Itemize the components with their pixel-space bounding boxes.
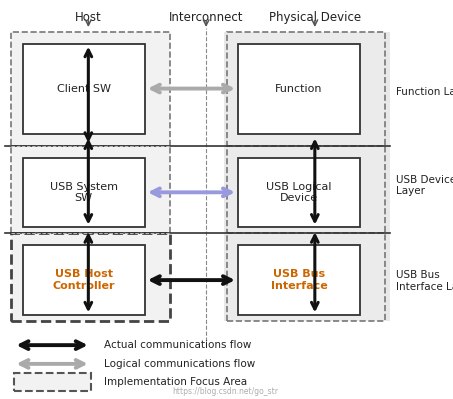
Bar: [11, 146, 170, 233]
Bar: [238, 245, 360, 315]
Text: Interconnect: Interconnect: [169, 12, 243, 24]
Text: https://blog.csdn.net/go_str: https://blog.csdn.net/go_str: [172, 387, 278, 396]
Text: USB Bus
Interface: USB Bus Interface: [270, 269, 328, 291]
Text: USB Host
Controller: USB Host Controller: [53, 269, 115, 291]
Bar: [11, 233, 170, 321]
Bar: [224, 32, 390, 146]
Bar: [238, 44, 360, 134]
Bar: [226, 146, 385, 233]
Text: Implementation Focus Area: Implementation Focus Area: [104, 377, 247, 387]
Bar: [224, 233, 390, 321]
Bar: [238, 158, 360, 227]
Bar: [23, 44, 145, 134]
Bar: [14, 373, 91, 391]
Text: USB Device
Layer: USB Device Layer: [396, 175, 453, 196]
Bar: [226, 32, 385, 146]
Text: Actual communications flow: Actual communications flow: [104, 340, 251, 350]
Text: Client SW: Client SW: [57, 83, 111, 94]
Text: Physical Device: Physical Device: [269, 12, 361, 24]
Text: USB Bus
Interface Layer: USB Bus Interface Layer: [396, 271, 453, 292]
Text: USB Logical
Device: USB Logical Device: [266, 182, 332, 203]
Text: Function: Function: [275, 83, 323, 94]
Bar: [224, 146, 390, 233]
Text: Logical communications flow: Logical communications flow: [104, 359, 255, 369]
Bar: [226, 233, 385, 321]
Text: USB System
SW: USB System SW: [50, 182, 118, 203]
Text: Host: Host: [75, 12, 102, 24]
Bar: [23, 158, 145, 227]
Bar: [11, 32, 170, 146]
Bar: [23, 245, 145, 315]
Text: Function Layer: Function Layer: [396, 87, 453, 97]
